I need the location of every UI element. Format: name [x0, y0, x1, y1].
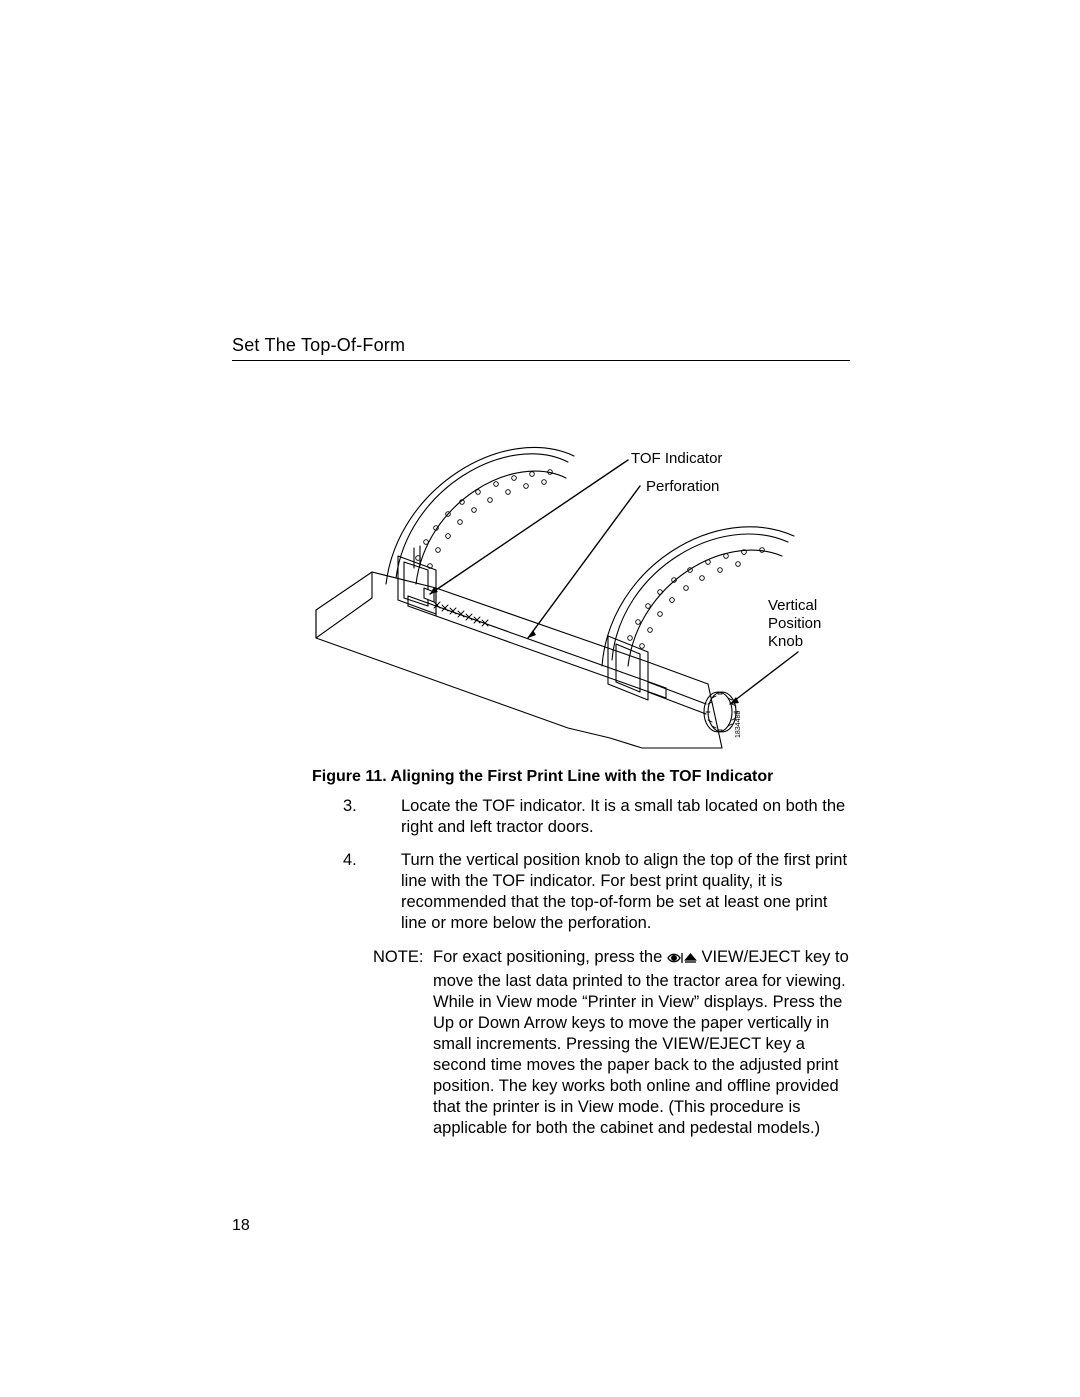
section-title: Set The Top-Of-Form	[232, 335, 405, 356]
callout-vertical-knob: Vertical Position Knob	[768, 597, 821, 651]
note: NOTE: For exact positioning, press the V…	[373, 947, 851, 1139]
note-label: NOTE:	[373, 947, 423, 968]
view-eject-icon	[667, 950, 697, 971]
page: Set The Top-Of-Form	[0, 0, 1080, 1397]
step-text: Turn the vertical position knob to align…	[373, 850, 851, 934]
callout-perforation: Perforation	[646, 478, 719, 496]
figure-code: 183448b	[735, 711, 742, 738]
callout-tof-indicator: TOF Indicator	[631, 450, 722, 468]
note-text: For exact positioning, press the VIEW/EJ…	[433, 947, 851, 1139]
page-number: 18	[232, 1217, 250, 1235]
printer-line-art: 183448b	[308, 438, 848, 758]
step-number: 3.	[343, 796, 357, 817]
step-text: Locate the TOF indicator. It is a small …	[373, 796, 851, 838]
step-4: 4. Turn the vertical position knob to al…	[373, 850, 851, 934]
step-number: 4.	[343, 850, 357, 871]
step-3: 3. Locate the TOF indicator. It is a sma…	[373, 796, 851, 838]
section-rule	[232, 360, 850, 361]
figure-11: 183448b TOF Indicator Perforation Vertic…	[308, 438, 848, 758]
figure-caption: Figure 11. Aligning the First Print Line…	[312, 768, 773, 786]
